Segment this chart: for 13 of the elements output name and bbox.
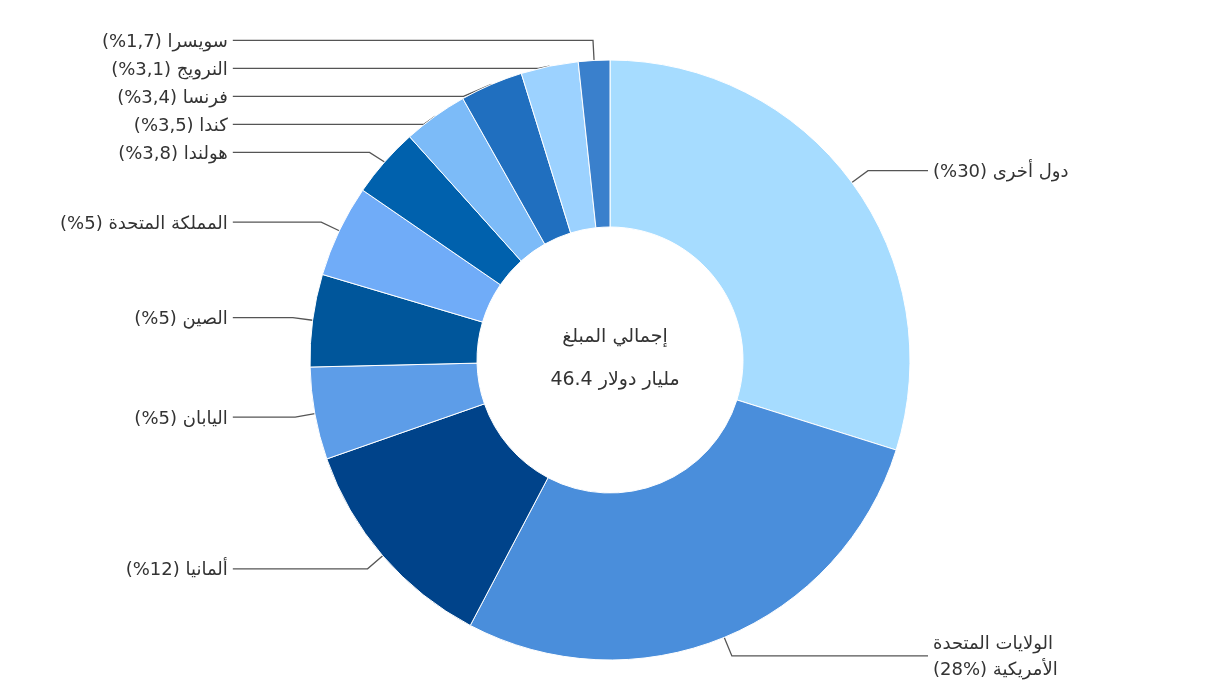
slice-label: (%5) اليابان: [134, 406, 228, 428]
slice-label: (%30) دول أخرى: [933, 159, 1069, 183]
slice-label: (%5) الصين: [134, 307, 228, 330]
slice-label: (%3,8) هولندا: [118, 141, 228, 164]
slice-label: (%3,1) النرويج: [111, 57, 228, 80]
slice-label: (%3,5) كندا: [133, 113, 229, 135]
slice-label: الولايات المتحدة الأمريكية (%28): [933, 632, 1058, 681]
slice-label: (%1,7) سويسرا: [101, 29, 228, 52]
slice-label: (%12) ألمانيا: [125, 557, 228, 580]
slice-label: (%5) المملكة المتحدة: [60, 211, 228, 233]
slice-label: (%3,4) فرنسا: [117, 85, 228, 108]
text: مليار دولار 46.4: [550, 366, 680, 390]
text: إجمالي المبلغ: [562, 323, 668, 348]
